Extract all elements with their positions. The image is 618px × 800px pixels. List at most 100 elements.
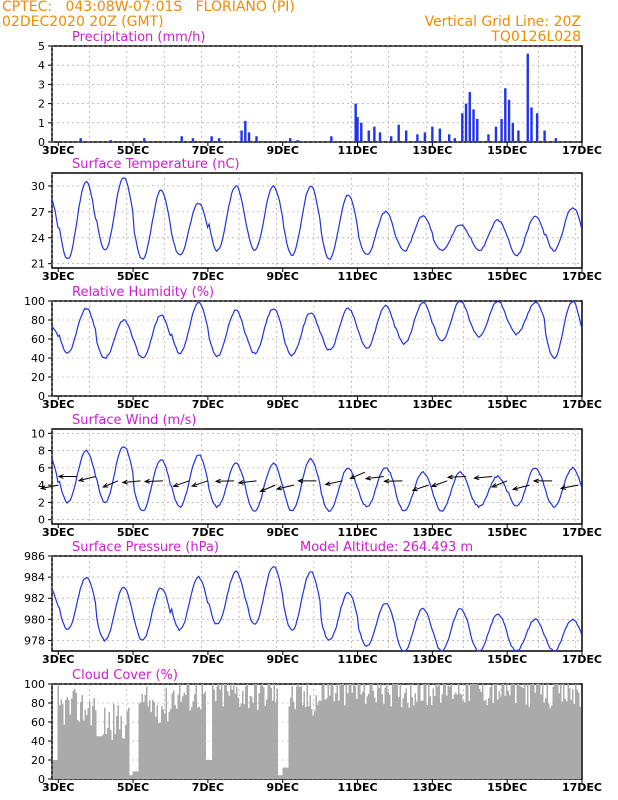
cloud-bar: [533, 684, 535, 779]
panel-title: Relative Humidity (%): [72, 285, 214, 300]
cloud-bar: [549, 708, 551, 779]
cloud-bar: [368, 693, 370, 779]
cloud-bar: [453, 694, 455, 779]
cloud-bar: [302, 705, 304, 779]
wind-vector: [122, 480, 141, 484]
cloud-bar: [92, 705, 94, 779]
cloud-bar: [450, 684, 452, 779]
cloud-bar: [348, 684, 350, 779]
x-tick-label: 17DEC: [562, 144, 602, 157]
cloud-bar: [138, 703, 140, 779]
y-tick-label: 0: [38, 514, 45, 527]
cloud-bar: [251, 696, 253, 779]
precip-bar: [210, 136, 213, 142]
cloud-bar: [422, 700, 424, 779]
cloud-bar: [318, 700, 320, 779]
cloud-bar: [561, 701, 563, 779]
cloud-bar: [171, 693, 173, 779]
cloud-bar: [531, 684, 533, 779]
precip-bar: [255, 136, 258, 142]
y-tick-label: 30: [31, 180, 45, 193]
wind-vector: [448, 476, 467, 478]
wind-vector-head: [77, 477, 85, 482]
cloud-bar: [240, 703, 242, 779]
wind-vector: [145, 480, 164, 483]
wind-vector: [350, 471, 366, 479]
cloud-bar: [291, 685, 293, 779]
cloud-bar: [207, 760, 209, 779]
cloud-bar: [392, 684, 394, 779]
cloud-bar: [186, 684, 188, 779]
cloud-bar: [539, 684, 541, 779]
cloud-bar: [60, 699, 62, 779]
x-tick-label: 17DEC: [562, 781, 602, 794]
cloud-bar: [120, 716, 122, 779]
cloud-bar: [579, 706, 581, 779]
x-tick-label: 9DEC: [267, 270, 299, 283]
cloud-bar: [485, 699, 487, 779]
cloud-bar: [495, 684, 497, 779]
cloud-bar: [279, 775, 281, 779]
cloud-bar: [297, 684, 299, 779]
x-tick-label: 7DEC: [192, 398, 224, 411]
cloud-bar: [552, 686, 554, 779]
cloud-bar: [177, 694, 179, 779]
cloud-bar: [162, 709, 164, 779]
cloud-bar: [125, 725, 127, 779]
cloud-bar: [564, 698, 566, 779]
cloud-bar: [170, 708, 172, 779]
x-tick-label: 5DEC: [117, 398, 149, 411]
y-tick-label: 4: [38, 479, 45, 492]
cloud-bar: [362, 691, 364, 779]
cloud-bar: [254, 684, 256, 779]
wind-vector: [474, 476, 493, 479]
cloud-bar: [333, 701, 335, 779]
cloud-bar: [413, 705, 415, 779]
cloud-bar: [315, 695, 317, 779]
precip-bar: [79, 138, 82, 142]
y-tick-label: 20: [31, 754, 45, 767]
cloud-bar: [204, 691, 206, 779]
cloud-bar: [428, 684, 430, 779]
cloud-bar: [167, 721, 169, 779]
cloud-bar: [81, 695, 83, 779]
cloud-bar: [78, 721, 80, 779]
x-tick-label: 13DEC: [412, 398, 452, 411]
wind-vector-head: [214, 478, 221, 484]
cloud-bar: [341, 684, 343, 779]
cloud-bar: [147, 706, 149, 779]
wind-vector-head: [121, 479, 128, 485]
cloud-bar: [129, 775, 131, 779]
cloud-bar: [401, 706, 403, 779]
y-tick-label: 80: [31, 697, 45, 710]
x-tick-label: 5DEC: [117, 781, 149, 794]
x-tick-label: 13DEC: [412, 526, 452, 539]
cloud-bar: [293, 701, 295, 779]
cloud-bar: [287, 767, 289, 779]
cloud-bar: [518, 684, 520, 779]
cloud-bar: [314, 711, 316, 779]
x-tick-label: 9DEC: [267, 398, 299, 411]
cloud-bar: [398, 697, 400, 779]
precip-bar: [378, 132, 382, 142]
cloud-bar: [557, 684, 559, 779]
panel-annotation: Model Altitude: 264.493 m: [300, 540, 473, 555]
x-tick-label: 7DEC: [192, 653, 224, 666]
cloud-bar: [62, 704, 64, 779]
cloud-bar: [506, 684, 508, 779]
wind-vector-head: [430, 482, 437, 488]
cloud-bar: [156, 705, 158, 779]
cloud-bar: [573, 704, 575, 779]
y-tick-label: 980: [24, 613, 45, 626]
wind-vector-head: [102, 483, 109, 488]
cloud-bar: [266, 699, 268, 779]
cloud-bar: [86, 714, 88, 779]
cloud-bar: [354, 685, 356, 779]
precip-bar: [517, 130, 520, 142]
cloud-bar: [107, 728, 109, 779]
x-tick-label: 7DEC: [192, 270, 224, 283]
cloud-bar: [383, 704, 385, 779]
precip-bar: [217, 138, 221, 142]
cloud-bar: [197, 707, 199, 779]
cloud-bar: [242, 690, 244, 779]
